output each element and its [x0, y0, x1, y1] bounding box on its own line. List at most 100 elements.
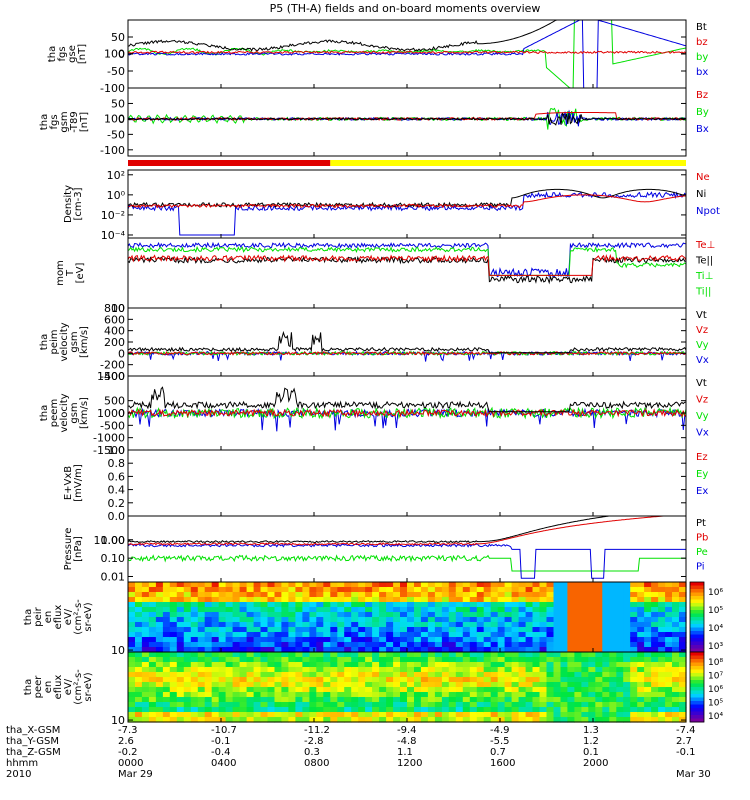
- heatmap-cell: [148, 682, 157, 688]
- heatmap-cell: [602, 657, 610, 663]
- heatmap-cell: [218, 587, 227, 593]
- heatmap-cell: [135, 667, 143, 673]
- heatmap-cell: [672, 697, 680, 703]
- heatmap-cell: [518, 602, 527, 608]
- heatmap-cell: [246, 702, 255, 708]
- heatmap-cell: [400, 657, 408, 663]
- colorbar-tick-label: 10⁸: [708, 658, 723, 668]
- heatmap-cell: [455, 662, 464, 668]
- heatmap-cell: [274, 602, 283, 608]
- heatmap-cell: [658, 587, 666, 593]
- heatmap-cell: [476, 637, 485, 643]
- heatmap-cell: [148, 587, 157, 593]
- heatmap-cell: [595, 712, 603, 718]
- y-axis-label: eflux: [53, 605, 64, 630]
- heatmap-cell: [274, 672, 283, 678]
- heatmap-cell: [658, 712, 666, 718]
- heatmap-cell: [637, 672, 645, 678]
- heatmap-cell: [128, 697, 136, 703]
- heatmap-cell: [246, 592, 255, 598]
- heatmap-cell: [630, 647, 638, 653]
- heatmap-cell: [309, 702, 317, 708]
- heatmap-cell: [393, 672, 401, 678]
- heatmap-cell: [469, 632, 478, 638]
- heatmap-cell: [232, 677, 241, 683]
- heatmap-cell: [225, 657, 234, 663]
- heatmap-cell: [204, 637, 213, 643]
- heatmap-cell: [253, 667, 262, 673]
- colorbar-tick-label: 10⁵: [708, 699, 723, 709]
- heatmap-cell: [135, 702, 143, 708]
- heatmap-cell: [365, 607, 373, 613]
- heatmap-cell: [225, 592, 234, 598]
- heatmap-cell: [588, 667, 596, 673]
- heatmap-cell: [553, 652, 562, 658]
- heatmap-cell: [574, 712, 582, 718]
- heatmap-cell: [162, 587, 171, 593]
- heatmap-cell: [351, 597, 359, 603]
- heatmap-cell: [595, 707, 603, 713]
- heatmap-cell: [407, 622, 415, 628]
- heatmap-cell: [511, 587, 520, 593]
- heatmap-cell: [525, 687, 534, 693]
- heatmap-cell: [539, 612, 548, 618]
- time-axis-value: -5.5: [490, 736, 510, 747]
- heatmap-cell: [128, 707, 136, 713]
- heatmap-cell: [476, 647, 485, 653]
- heatmap-cell: [595, 702, 603, 708]
- heatmap-cell: [135, 652, 143, 658]
- heatmap-cell: [232, 657, 241, 663]
- heatmap-cell: [414, 592, 422, 598]
- heatmap-cell: [539, 667, 548, 673]
- heatmap-cell: [218, 707, 227, 713]
- heatmap-cell: [148, 642, 157, 648]
- heatmap-cell: [330, 647, 338, 653]
- y-axis-label: (cm²-s-: [73, 599, 84, 635]
- pressure-series-red: [128, 515, 686, 546]
- heatmap-cell: [204, 647, 213, 653]
- heatmap-cell: [148, 697, 157, 703]
- heatmap-cell: [183, 677, 192, 683]
- heatmap-cell: [295, 647, 303, 653]
- heatmap-cell: [679, 702, 687, 708]
- heatmap-cell: [379, 632, 387, 638]
- heatmap-cell: [190, 687, 199, 693]
- heatmap-cell: [651, 582, 659, 588]
- heatmap-cell: [239, 602, 248, 608]
- heatmap-cell: [407, 642, 415, 648]
- heatmap-cell: [351, 632, 359, 638]
- heatmap-cell: [260, 617, 269, 623]
- heatmap-cell: [358, 597, 366, 603]
- y-axis-label: T: [65, 269, 76, 277]
- heatmap-cell: [407, 612, 415, 618]
- colorbar-step: [690, 715, 704, 719]
- time-axis-row-label: 2010: [6, 769, 31, 780]
- heatmap-cell: [602, 677, 610, 683]
- heatmap-cell: [379, 662, 387, 668]
- heatmap-cell: [595, 647, 603, 653]
- heatmap-cell: [574, 692, 582, 698]
- heatmap-cell: [504, 587, 513, 593]
- heatmap-cell: [658, 677, 666, 683]
- heatmap-cell: [253, 677, 262, 683]
- heatmap-cell: [281, 592, 289, 598]
- heatmap-cell: [316, 592, 324, 598]
- heatmap-cell: [567, 612, 575, 618]
- heatmap-cell: [323, 667, 331, 673]
- heatmap-cell: [434, 587, 443, 593]
- heatmap-cell: [567, 627, 575, 633]
- heatmap-cell: [323, 702, 331, 708]
- heatmap-cell: [302, 582, 310, 588]
- heatmap-cell: [630, 652, 638, 658]
- heatmap-cell: [253, 672, 262, 678]
- heatmap-cell: [183, 652, 192, 658]
- heatmap-cell: [365, 642, 373, 648]
- y-axis-label: mom: [55, 260, 66, 286]
- heatmap-cell: [602, 582, 610, 588]
- heatmap-cell: [511, 647, 520, 653]
- heatmap-cell: [455, 592, 464, 598]
- heatmap-cell: [309, 627, 317, 633]
- heatmap-cell: [525, 712, 534, 718]
- heatmap-cell: [644, 657, 652, 663]
